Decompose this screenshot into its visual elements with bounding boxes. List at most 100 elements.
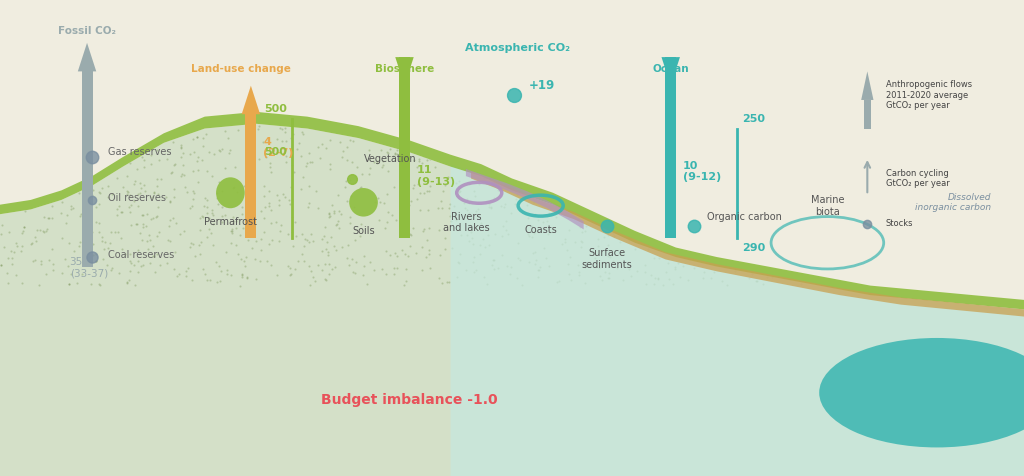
Point [526,248,543,256]
Point [921,126,937,133]
Point [73,210,89,218]
Point [476,139,493,147]
Point [755,56,771,64]
Point [294,119,310,127]
Point [553,96,569,103]
Point [612,186,629,193]
Point [401,201,418,209]
Point [261,164,278,171]
Point [534,164,550,171]
Point [358,75,375,82]
Point [996,114,1013,121]
Point [182,150,199,158]
Point [498,66,514,73]
Point [508,32,524,40]
Point [214,145,230,153]
Point [94,46,111,53]
Point [319,251,336,258]
Point [16,154,33,162]
Point [510,255,526,262]
Point [217,127,233,134]
Point [943,168,959,176]
Point [578,205,594,212]
Point [660,275,677,282]
Point [974,192,990,200]
Point [188,158,205,165]
Point [621,265,637,273]
Point [594,276,610,284]
Point [301,75,317,82]
Point [222,271,239,279]
Point [230,54,247,61]
Point [101,239,118,247]
Point [194,3,210,11]
Point [507,46,523,53]
Point [501,13,517,21]
Point [916,14,933,21]
Point [316,260,333,268]
Point [951,23,968,31]
Point [924,192,940,199]
Point [612,249,629,257]
Point [343,123,359,131]
Point [809,91,825,99]
Point [976,132,992,139]
Point [125,105,141,113]
Point [85,186,101,194]
Point [397,211,414,219]
Point [654,169,671,177]
Point [233,210,250,218]
Point [908,186,925,194]
Point [787,104,804,112]
Point [201,214,217,221]
Point [790,12,806,20]
Point [302,158,318,166]
Point [287,83,303,90]
Point [687,250,703,258]
Point [844,68,860,75]
Point [929,190,945,198]
Point [465,69,481,77]
Point [836,130,852,138]
Point [526,198,543,206]
Point [695,30,712,38]
Point [24,239,40,247]
Point [698,60,715,68]
Point [614,224,631,232]
Point [608,20,625,28]
Point [844,272,860,280]
Point [658,234,675,242]
Point [151,112,167,119]
Point [133,211,150,218]
Point [484,158,501,166]
Point [768,269,784,277]
Point [153,126,169,133]
Point [422,182,438,190]
Point [273,109,290,116]
Point [89,155,105,162]
Point [105,164,122,172]
Point [140,245,157,253]
Point [96,158,113,166]
Point [790,99,806,106]
Point [55,77,72,85]
Point [199,203,215,211]
Point [505,24,521,31]
Point [546,173,562,180]
Point [463,10,479,18]
Point [795,206,811,213]
Point [986,146,1002,154]
Point [716,21,732,29]
Point [514,104,530,112]
Point [143,160,160,168]
Point [122,258,138,265]
Point [991,57,1008,64]
Point [389,264,406,271]
Point [90,157,106,164]
Point [815,113,831,121]
Point [560,110,577,118]
Point [216,113,232,120]
Point [792,193,808,201]
Point [1002,115,1019,122]
Point [754,155,770,163]
